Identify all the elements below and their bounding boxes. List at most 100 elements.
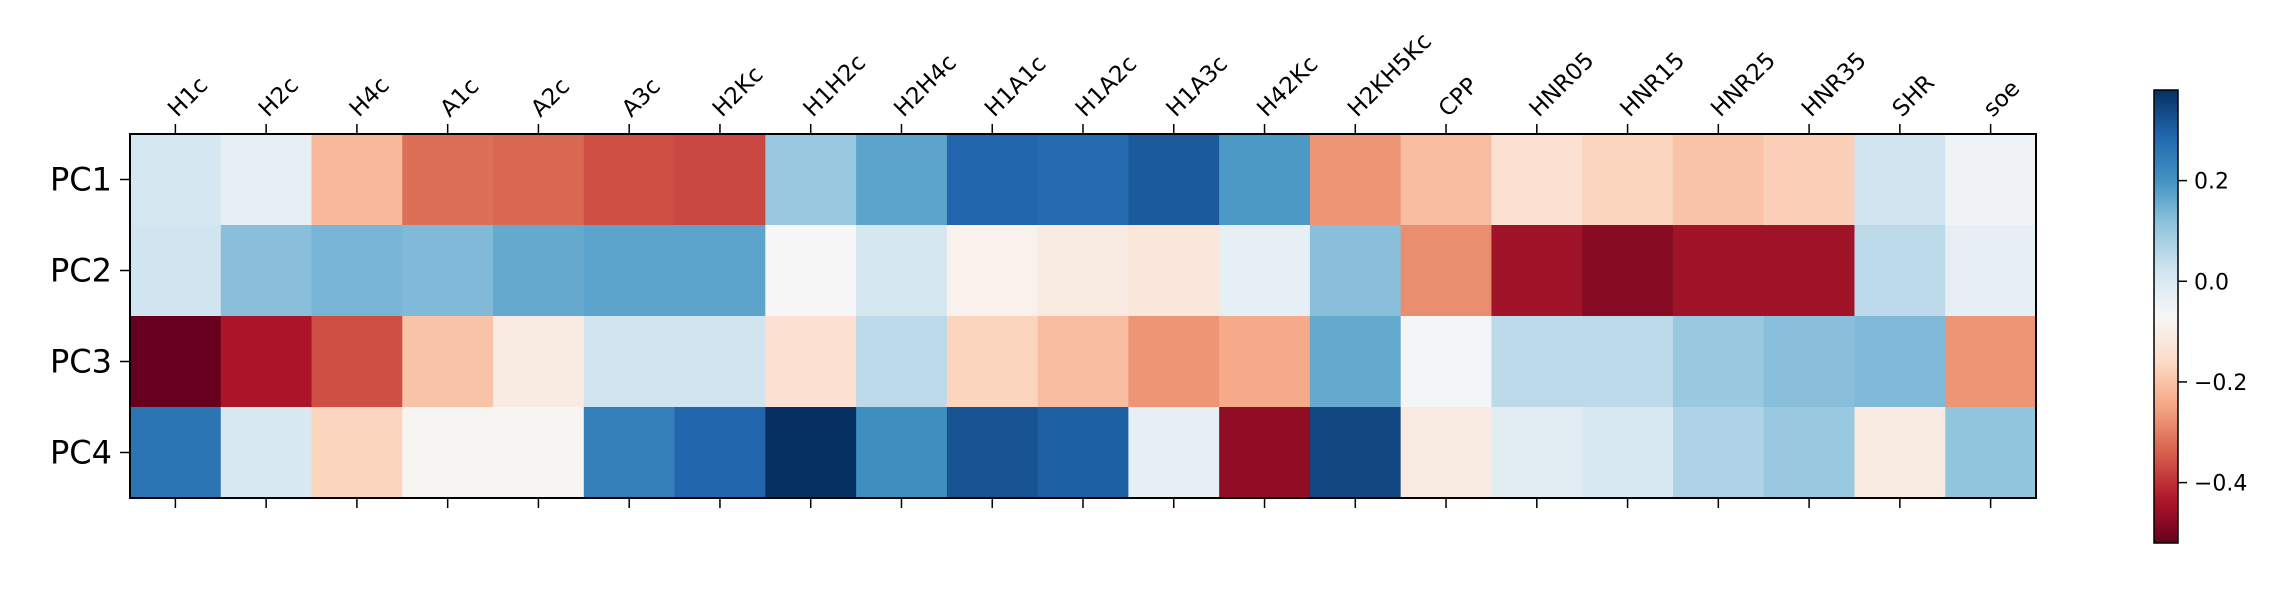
heatmap-cell: [1582, 134, 1674, 226]
heatmap-cell: [1037, 316, 1129, 408]
heatmap-cell: [946, 134, 1039, 226]
heatmap-cell: [220, 407, 313, 499]
heatmap-cell: [1945, 316, 2037, 408]
heatmap-cell: [493, 407, 585, 499]
heatmap-cell: [856, 134, 948, 226]
heatmap-cell: [765, 407, 857, 499]
heatmap-cell: [674, 225, 766, 317]
heatmap-cells: [130, 134, 2037, 499]
heatmap-cell: [1763, 134, 1856, 226]
heatmap-cell: [583, 316, 676, 408]
heatmap-cell: [946, 225, 1039, 317]
heatmap-cell: [1219, 134, 1311, 226]
heatmap-cell: [1854, 134, 1946, 226]
x-tick-label: H2Kc: [708, 62, 769, 123]
heatmap-cell: [856, 225, 948, 317]
heatmap-cell: [674, 134, 766, 226]
heatmap-cell: [130, 134, 222, 226]
heatmap-cell: [1128, 316, 1220, 408]
heatmap-cell: [946, 316, 1039, 408]
heatmap-cell: [1037, 225, 1129, 317]
heatmap-cell: [402, 316, 494, 408]
x-tick-label: H42Kc: [1252, 51, 1323, 122]
x-tick-label: H1A3c: [1162, 51, 1233, 122]
heatmap-cell: [1582, 407, 1674, 499]
x-tick-label: HNR25: [1706, 47, 1781, 122]
x-tick-label: SHR: [1888, 70, 1940, 122]
heatmap-cell: [1128, 407, 1220, 499]
heatmap-cell: [1491, 225, 1583, 317]
x-tick-label: CPP: [1434, 73, 1483, 122]
heatmap-cell: [130, 316, 222, 408]
heatmap-cell: [1854, 225, 1946, 317]
heatmap-cell: [1037, 407, 1129, 499]
y-tick-label: PC3: [50, 343, 112, 381]
heatmap-cell: [1582, 225, 1674, 317]
colorbar-tick-label: 0.2: [2194, 170, 2229, 195]
heatmap-cell: [1491, 316, 1583, 408]
x-tick-label: H1A1c: [980, 51, 1051, 122]
heatmap-cell: [1219, 225, 1311, 317]
heatmap-cell: [311, 134, 403, 226]
heatmap-cell: [1309, 225, 1402, 317]
x-tick-label: HNR15: [1615, 47, 1690, 122]
y-axis-ticks: PC1 PC2 PC3 PC4: [50, 161, 130, 472]
heatmap-cell: [1491, 407, 1583, 499]
heatmap-cell: [1854, 316, 1946, 408]
x-tick-label: soe: [1978, 75, 2025, 122]
heatmap-cell: [1309, 316, 1402, 408]
x-tick-label: H4c: [345, 72, 395, 122]
colorbar-tick-label: −0.4: [2194, 472, 2247, 497]
heatmap-cell: [583, 225, 676, 317]
x-tick-label: A3c: [617, 73, 666, 122]
heatmap-cell: [1128, 225, 1220, 317]
x-tick-label: A2c: [526, 73, 575, 122]
heatmap-cell: [130, 225, 222, 317]
heatmap-cell: [220, 316, 313, 408]
heatmap-cell: [674, 316, 766, 408]
heatmap-cell: [493, 134, 585, 226]
x-tick-label: H2KH5Kc: [1343, 28, 1437, 122]
heatmap-cell: [1582, 316, 1674, 408]
heatmap-cell: [220, 225, 313, 317]
heatmap-cell: [1128, 134, 1220, 226]
heatmap-cell: [674, 407, 766, 499]
heatmap-cell: [402, 225, 494, 317]
x-tick-label: A1c: [436, 73, 485, 122]
heatmap-cell: [402, 407, 494, 499]
heatmap-cell: [1763, 407, 1856, 499]
heatmap-cell: [1400, 316, 1493, 408]
x-tick-label: HNR05: [1525, 47, 1600, 122]
heatmap-cell: [1945, 225, 2037, 317]
heatmap-cell: [402, 134, 494, 226]
heatmap-cell: [1672, 407, 1765, 499]
x-tick-label: H1A2c: [1071, 51, 1142, 122]
x-tick-label: H2H4c: [889, 50, 961, 122]
heatmap-cell: [311, 407, 403, 499]
heatmap-cell: [1400, 225, 1493, 317]
colorbar-gradient: [2153, 89, 2179, 544]
y-tick-label: PC2: [50, 252, 112, 290]
heatmap-cell: [1945, 134, 2037, 226]
heatmap-cell: [1309, 134, 1402, 226]
heatmap-cell: [1945, 407, 2037, 499]
heatmap-cell: [130, 407, 222, 499]
heatmap-cell: [946, 407, 1039, 499]
x-tick-label: H1c: [163, 72, 213, 122]
heatmap-cell: [1763, 225, 1856, 317]
heatmap-cell: [1219, 316, 1311, 408]
heatmap-cell: [493, 316, 585, 408]
colorbar-ticks: 0.2 0.0 −0.2 −0.4: [2178, 170, 2247, 497]
heatmap-cell: [1854, 407, 1946, 499]
heatmap-cell: [1672, 225, 1765, 317]
heatmap-cell: [1672, 316, 1765, 408]
heatmap-cell: [856, 407, 948, 499]
heatmap-cell: [493, 225, 585, 317]
heatmap-cell: [583, 134, 676, 226]
heatmap-cell: [311, 225, 403, 317]
colorbar-tick-label: −0.2: [2194, 371, 2247, 396]
heatmap-cell: [1672, 134, 1765, 226]
heatmap-cell: [1763, 316, 1856, 408]
